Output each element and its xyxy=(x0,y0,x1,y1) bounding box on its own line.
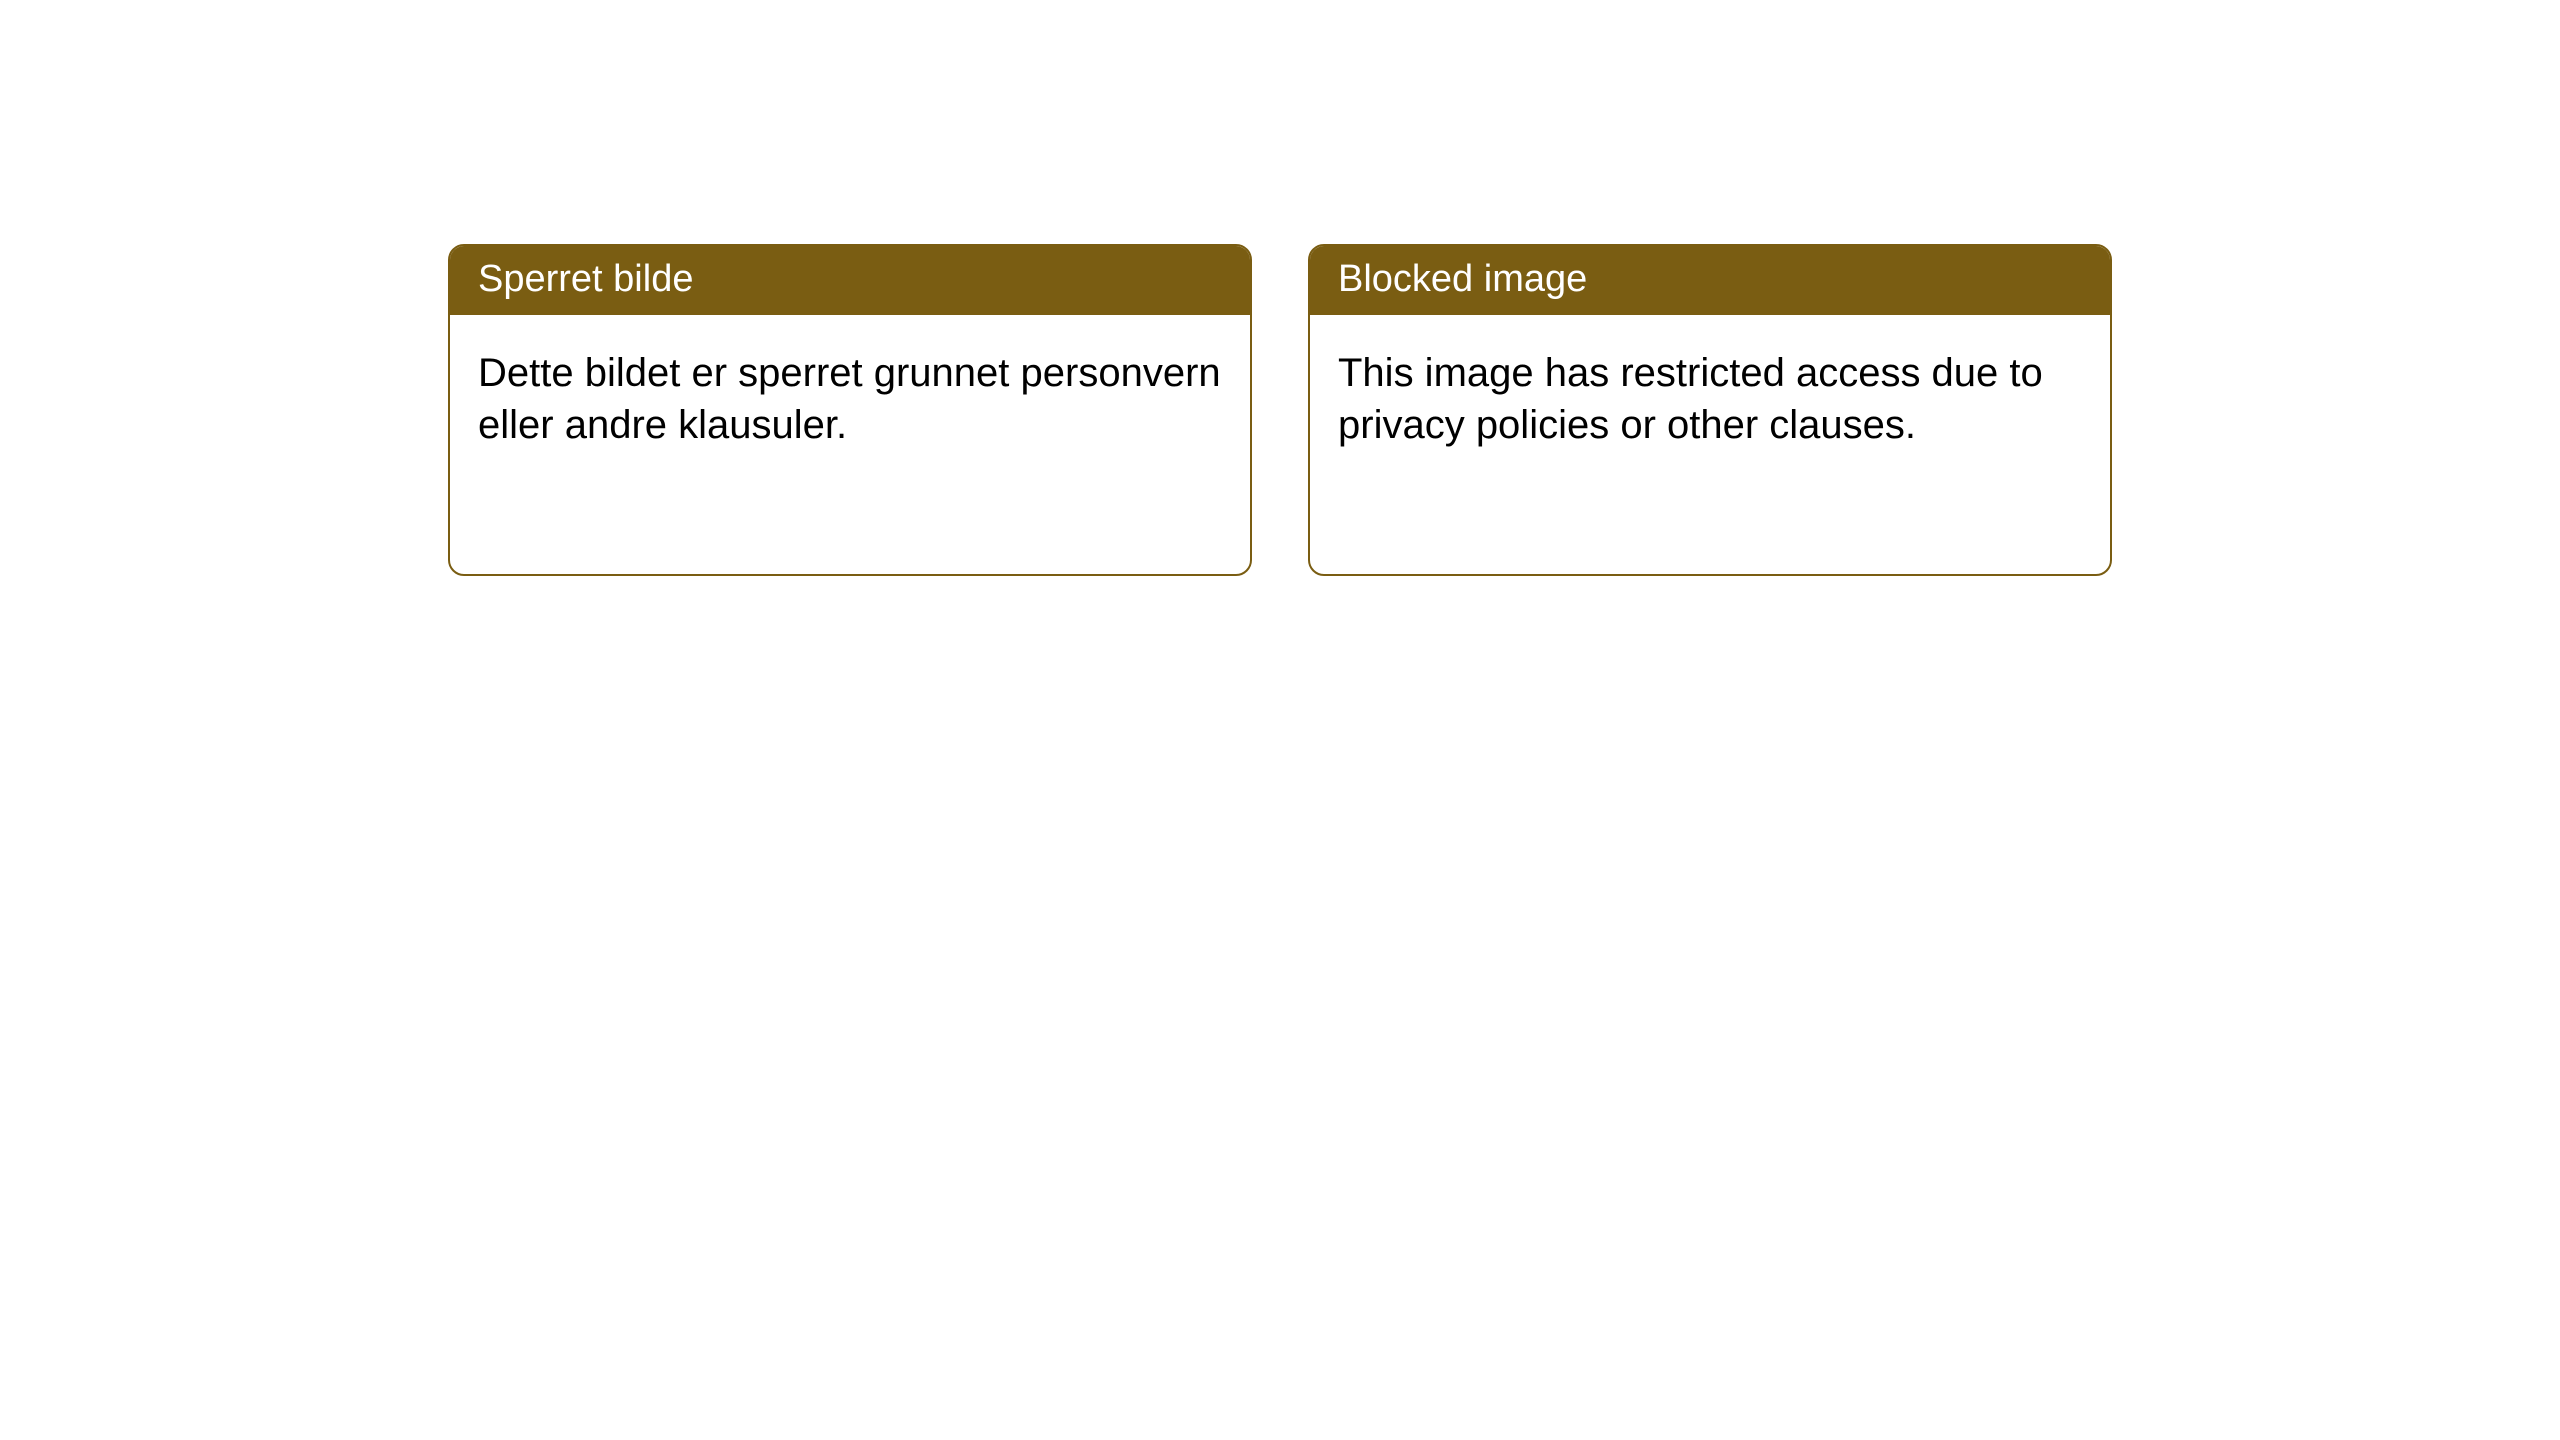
card-header: Blocked image xyxy=(1310,246,2110,315)
card-header-text: Blocked image xyxy=(1338,258,1587,300)
card-body: This image has restricted access due to … xyxy=(1310,315,2110,483)
card-body-text: Dette bildet er sperret grunnet personve… xyxy=(478,351,1221,447)
blocked-image-card-english: Blocked image This image has restricted … xyxy=(1308,244,2112,576)
card-body-text: This image has restricted access due to … xyxy=(1338,351,2043,447)
card-body: Dette bildet er sperret grunnet personve… xyxy=(450,315,1250,483)
blocked-image-card-norwegian: Sperret bilde Dette bildet er sperret gr… xyxy=(448,244,1252,576)
cards-container: Sperret bilde Dette bildet er sperret gr… xyxy=(0,0,2560,576)
card-header: Sperret bilde xyxy=(450,246,1250,315)
card-header-text: Sperret bilde xyxy=(478,258,693,300)
